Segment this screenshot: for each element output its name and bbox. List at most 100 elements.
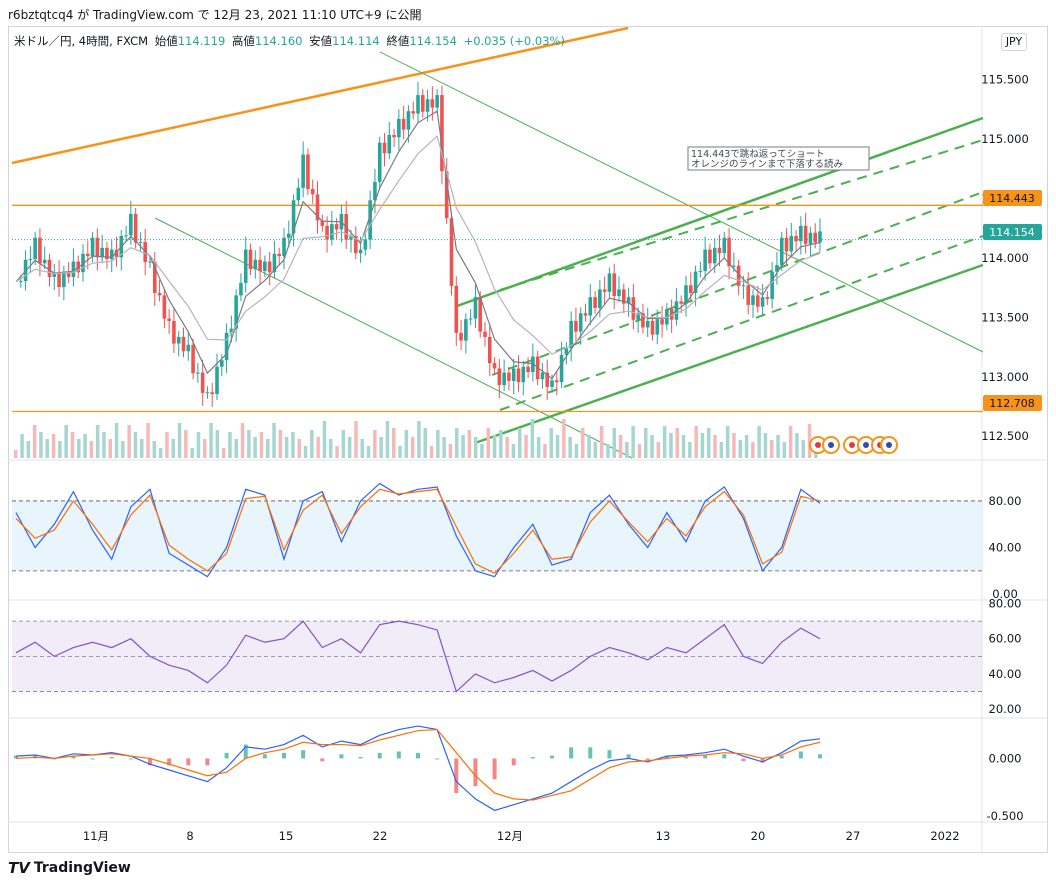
close-value: 114.154 <box>409 34 457 48</box>
macd-tick-label: -0.500 <box>986 809 1023 823</box>
macd-histogram-bar <box>262 754 267 759</box>
candle-body <box>746 285 751 305</box>
rsi-pane[interactable] <box>12 620 983 693</box>
candle-body <box>148 261 152 263</box>
volume-bar <box>763 433 768 458</box>
macd-histogram-bar <box>588 747 593 759</box>
author-name[interactable]: r6bztqtcq4 <box>8 8 74 22</box>
current-price-label: 114.154 <box>989 226 1035 239</box>
candle-body <box>459 332 463 341</box>
volume-bar <box>26 441 31 458</box>
candle-body <box>310 189 315 195</box>
price-tick-label: 113.000 <box>981 370 1029 384</box>
volume-bar <box>644 428 648 458</box>
volume-bar <box>398 446 402 458</box>
volume-bar <box>297 439 301 458</box>
macd-histogram-bar <box>243 744 248 759</box>
macd-histogram-bar <box>703 755 708 759</box>
macd-pane[interactable] <box>14 725 822 812</box>
macd-histogram-bar <box>377 752 382 759</box>
volume-bar <box>158 448 163 458</box>
candle-body <box>578 313 583 332</box>
publish-info: が TradingView.com で 12月 23, 2021 11:10 U… <box>73 8 422 22</box>
candle-body <box>272 253 277 273</box>
macd-histogram-bar <box>186 758 191 766</box>
macd-histogram-bar <box>128 758 133 760</box>
candle-body <box>507 372 511 381</box>
volume-bar <box>310 430 314 458</box>
candle-body <box>684 285 688 304</box>
volume-bar <box>587 435 591 458</box>
candle-body <box>315 194 320 221</box>
volume-bar <box>618 435 623 458</box>
volume-bar <box>335 446 339 458</box>
volume-bar <box>234 439 238 458</box>
candle-body <box>511 368 516 381</box>
candle-body <box>760 297 765 307</box>
volume-bar <box>45 439 49 458</box>
candle-body <box>732 265 736 267</box>
volume-bar <box>417 421 421 458</box>
candle-body <box>392 134 396 138</box>
time-tick-label: 13 <box>656 829 671 843</box>
volume-bar <box>473 437 478 458</box>
time-tick-label: 8 <box>186 829 193 843</box>
candle-body <box>487 336 492 364</box>
volume-bar <box>146 423 150 458</box>
volume-bar <box>719 442 724 458</box>
macd-histogram-bar <box>741 758 746 762</box>
candle-body <box>277 253 282 257</box>
volume-bar <box>732 433 736 458</box>
tradingview-footer[interactable]: 𝙏𝙑 TradingView <box>8 859 131 877</box>
volume-bar <box>562 419 566 458</box>
time-tick-label: 27 <box>846 829 861 843</box>
candle-body <box>157 293 162 296</box>
volume-bar <box>322 421 327 458</box>
volume-bar <box>385 421 390 458</box>
macd-histogram-bar <box>569 747 574 759</box>
annotation-callout[interactable]: 114.443で跳ね返ってショート オレンジのラインまで下落する読み <box>687 146 870 171</box>
orange-trendline <box>11 26 629 165</box>
candle-body <box>545 372 550 387</box>
volume-bar <box>492 435 497 458</box>
economic-events-row[interactable] <box>809 436 898 454</box>
high-value: 114.160 <box>254 34 303 48</box>
annotation-line-1: 114.443で跳ね返ってショート <box>691 148 825 160</box>
candle-body <box>526 366 530 373</box>
rsi-tick-label: 20.00 <box>989 702 1022 716</box>
candle-body <box>105 247 109 260</box>
candle-body <box>478 297 483 332</box>
volume-bar <box>203 439 207 458</box>
candle-body <box>645 320 650 328</box>
volume-bar <box>58 441 62 458</box>
candle-body <box>703 249 707 272</box>
candle-body <box>373 181 377 201</box>
volume-bar <box>133 432 138 458</box>
price-pane[interactable] <box>11 26 984 459</box>
macd-tick-label: 0.000 <box>989 751 1022 765</box>
candle-body <box>473 297 478 319</box>
volume-bar <box>64 425 68 458</box>
volume-bar <box>373 430 377 458</box>
macd-histogram-bar <box>818 754 822 759</box>
volume-bar <box>681 435 686 458</box>
candle-body <box>770 271 774 299</box>
economic-event-icon[interactable] <box>880 436 898 454</box>
economic-event-icon[interactable] <box>822 436 840 454</box>
time-tick-label: 15 <box>279 829 294 843</box>
symbol-label[interactable]: 米ドル／円, 4時間, FXCM <box>14 34 149 48</box>
candle-body <box>90 237 95 257</box>
volume-bar <box>505 437 509 458</box>
volume-bar <box>549 428 553 458</box>
macd-histogram-bar <box>14 755 18 759</box>
currency-button[interactable]: JPY <box>1001 33 1027 51</box>
candle-body <box>717 247 722 254</box>
price-tick-label: 115.000 <box>981 132 1029 146</box>
candle-body <box>598 289 602 308</box>
volume-bar <box>461 435 465 458</box>
volume-bar <box>347 437 352 458</box>
volume-bar <box>795 433 799 458</box>
stochastic-pane[interactable] <box>12 482 983 578</box>
volume-bar <box>751 442 755 458</box>
